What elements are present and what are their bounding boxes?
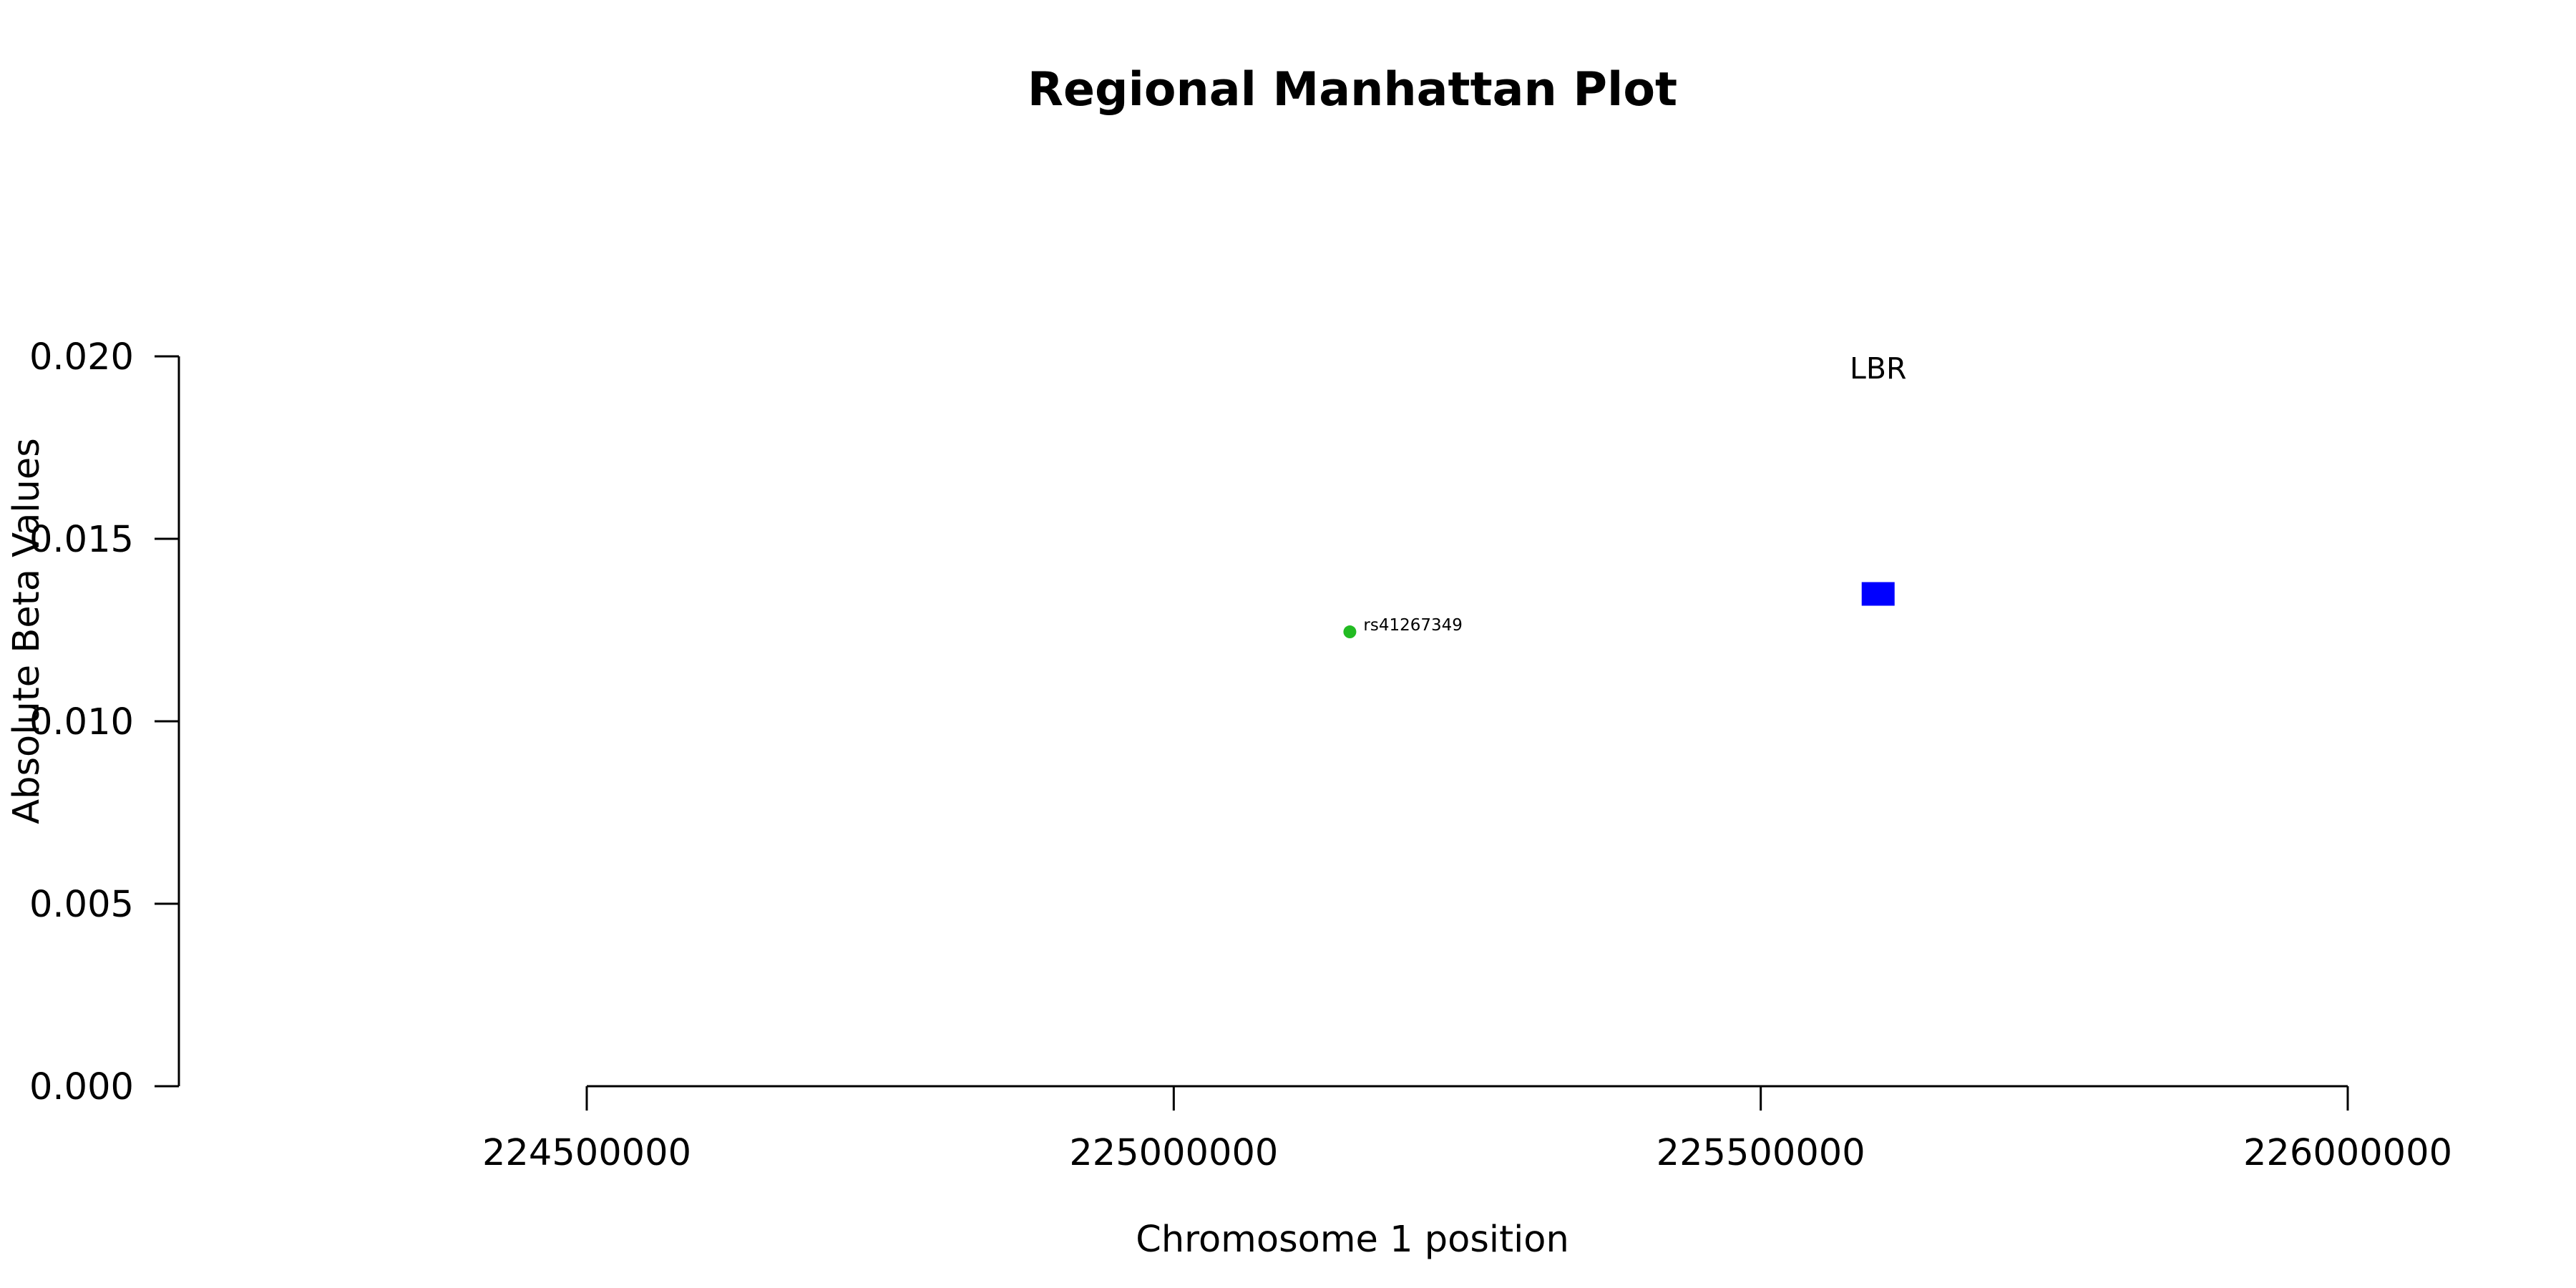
x-tick-label: 224500000 [482, 1132, 691, 1174]
y-tick-label: 0.010 [29, 701, 134, 743]
x-axis-label: Chromosome 1 position [1136, 1219, 1569, 1261]
y-tick-label: 0.005 [29, 884, 134, 926]
snp-points: rs41267349 [1343, 616, 1463, 639]
x-axis-ticks: 224500000 225000000 225500000 226000000 [482, 1086, 2452, 1174]
chart-title: Regional Manhattan Plot [1028, 63, 1677, 117]
y-tick-label: 0.015 [29, 519, 134, 561]
gene-label: LBR [1850, 351, 1906, 386]
y-tick-label: 0.000 [29, 1066, 134, 1108]
x-tick-label: 225000000 [1069, 1132, 1278, 1174]
gene-markers: LBR [1850, 351, 1906, 606]
x-tick-label: 225500000 [1657, 1132, 1865, 1174]
y-tick-label: 0.020 [29, 336, 134, 379]
x-tick-label: 226000000 [2243, 1132, 2452, 1174]
snp-point [1343, 625, 1357, 639]
snp-label: rs41267349 [1363, 616, 1463, 635]
y-axis-label: Absolute Beta Values [6, 438, 48, 824]
y-axis-ticks: 0.000 0.005 0.010 0.015 0.020 [29, 336, 179, 1108]
gene-marker [1861, 582, 1895, 606]
